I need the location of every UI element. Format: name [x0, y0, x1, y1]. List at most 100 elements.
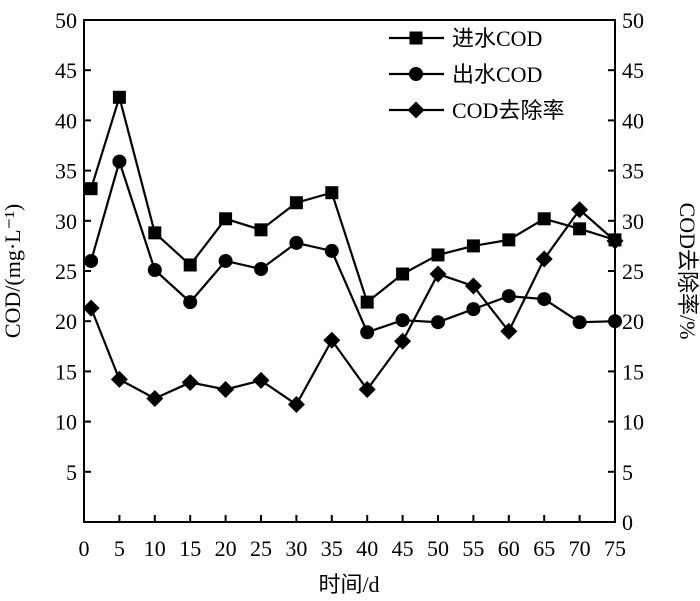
series-line [90, 157, 616, 334]
y-tick-label-left: 45 [55, 58, 77, 83]
data-point [289, 196, 303, 210]
y-tick-label-left: 5 [66, 460, 77, 485]
left-axis: 5 10 15 20 25 30 35 40 45 50 [55, 8, 91, 485]
legend-marker [409, 67, 423, 81]
data-point [110, 370, 128, 388]
series-diamond [82, 201, 624, 414]
data-point [181, 373, 199, 391]
y-tick-label-right: 35 [622, 159, 644, 184]
legend: 进水COD 出水COD COD去除率 [389, 26, 564, 123]
y-tick-label-right: 20 [622, 309, 644, 334]
y-tick-label-left: 10 [55, 410, 77, 435]
data-point [431, 248, 445, 262]
y-tick-label-left: 25 [55, 259, 77, 284]
legend-item: 进水COD [389, 26, 542, 51]
data-point [429, 265, 447, 283]
data-point [217, 380, 235, 398]
data-point [537, 212, 551, 226]
x-tick-label: 45 [392, 536, 414, 561]
legend-marker [407, 101, 425, 119]
data-point [535, 250, 553, 268]
series-line [90, 208, 616, 407]
data-point [289, 235, 304, 250]
data-point [360, 295, 374, 309]
x-tick-label: 35 [321, 536, 343, 561]
x-tick-label: 20 [215, 536, 237, 561]
x-tick-label: 50 [427, 536, 449, 561]
y-tick-label-right: 30 [622, 209, 644, 234]
data-point [608, 314, 622, 329]
data-point [148, 226, 162, 240]
data-point [82, 299, 100, 317]
x-tick-label: 75 [604, 536, 626, 561]
x-tick-label: 70 [569, 536, 591, 561]
plot-frame [83, 19, 616, 523]
x-tick-label: 60 [498, 536, 520, 561]
data-point [502, 233, 516, 247]
data-point [254, 223, 268, 237]
data-point [501, 289, 516, 304]
legend-label: 进水COD [452, 26, 542, 51]
data-point [324, 243, 339, 258]
y-tick-label-left: 15 [55, 359, 77, 384]
legend-label: 出水COD [452, 62, 542, 87]
data-point [572, 315, 587, 330]
data-point [395, 313, 410, 328]
x-tick-label: 55 [462, 536, 484, 561]
legend-marker [409, 31, 423, 45]
data-point [358, 380, 376, 398]
x-tick-label: 5 [114, 536, 125, 561]
series-square [84, 90, 622, 309]
series-layer [82, 90, 624, 414]
data-point [112, 90, 126, 104]
data-point [573, 222, 587, 236]
data-point [500, 322, 518, 340]
y-tick-label-right: 5 [622, 460, 633, 485]
data-point [147, 262, 162, 277]
x-tick-label: 65 [533, 536, 555, 561]
series-line [90, 93, 616, 304]
data-point [146, 390, 164, 408]
y-tick-label-left: 30 [55, 209, 77, 234]
legend-item: COD去除率 [389, 98, 564, 123]
data-point [219, 212, 233, 226]
y-tick-label-left: 20 [55, 309, 77, 334]
y-tick-label-left: 50 [55, 8, 77, 33]
data-point [252, 371, 270, 389]
data-point [466, 239, 480, 253]
data-point [287, 396, 305, 414]
x-tick-label: 25 [250, 536, 272, 561]
x-axis-title: 时间/d [318, 572, 379, 597]
x-tick-label: 40 [356, 536, 378, 561]
data-point [396, 267, 410, 281]
data-point [325, 186, 339, 200]
series-circle [84, 154, 622, 340]
x-tick-label: 0 [79, 536, 90, 561]
data-point [464, 277, 482, 295]
y-tick-label-right: 15 [622, 359, 644, 384]
data-point [537, 292, 552, 307]
data-point [218, 253, 233, 268]
data-point [394, 332, 412, 350]
data-point [323, 331, 341, 349]
data-point [183, 258, 197, 272]
y-tick-label-left: 40 [55, 108, 77, 133]
legend-label: COD去除率 [452, 98, 564, 123]
data-point [84, 182, 98, 196]
data-point [360, 325, 375, 340]
x-tick-label: 30 [285, 536, 307, 561]
y-tick-label-right: 45 [622, 58, 644, 83]
y-axis-title-right: COD去除率/% [675, 203, 700, 340]
y-tick-label-right: 0 [622, 510, 633, 535]
data-point [112, 154, 127, 169]
data-point [571, 201, 589, 219]
data-point [606, 232, 624, 250]
data-point [84, 253, 99, 268]
data-point [183, 295, 198, 310]
y-tick-label-right: 40 [622, 108, 644, 133]
x-axis: 0 5 10 15 20 25 30 35 40 45 50 55 60 65 70 75 [79, 515, 626, 561]
x-tick-label: 10 [144, 536, 166, 561]
y-tick-label-right: 10 [622, 410, 644, 435]
data-point [431, 315, 445, 330]
